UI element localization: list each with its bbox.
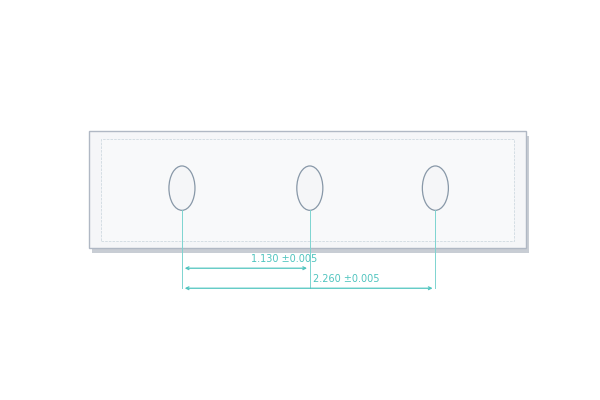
- Ellipse shape: [297, 166, 323, 210]
- Ellipse shape: [422, 166, 448, 210]
- Bar: [101, 139, 514, 240]
- Bar: [89, 131, 526, 248]
- Ellipse shape: [169, 166, 195, 210]
- Text: 1.130 ±0.005: 1.130 ±0.005: [251, 254, 317, 264]
- Bar: [92, 136, 529, 253]
- Text: 2.260 ±0.005: 2.260 ±0.005: [313, 274, 380, 284]
